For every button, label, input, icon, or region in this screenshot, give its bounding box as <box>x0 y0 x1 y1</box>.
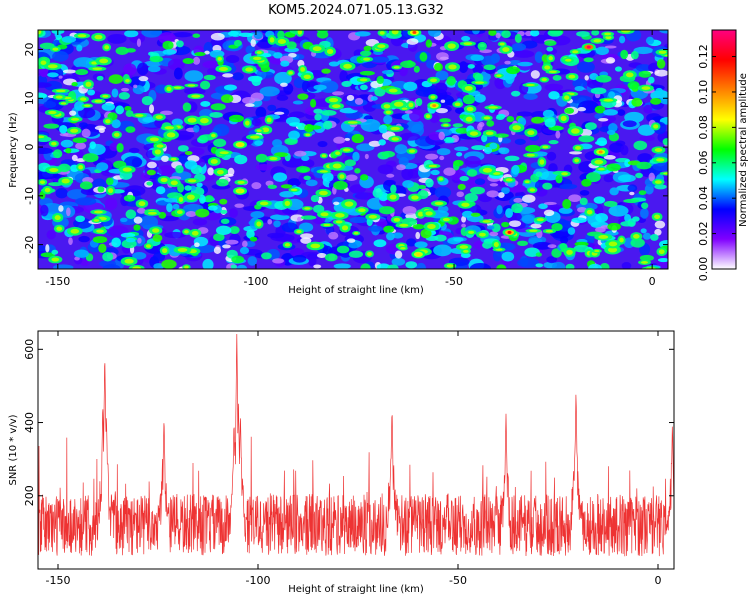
snr-x-tick-label: 0 <box>655 574 662 587</box>
spectrogram-x-tick-label: -100 <box>243 275 268 288</box>
snr-x-tick-label: -150 <box>46 574 71 587</box>
spectrogram-hotspot <box>233 186 248 195</box>
chart-title: KOM5.2024.071.05.13.G32 <box>268 3 444 18</box>
snr-y-tick-label: 600 <box>23 339 36 360</box>
spectrogram-y-ticks: 20 10 0 -10 -20 <box>23 43 668 254</box>
spectrogram-panel: -150 -100 -50 0 20 10 0 -10 -20 Height of strai… <box>8 29 669 296</box>
spectrogram-hotspot <box>407 30 422 37</box>
spectrogram-hotspot <box>427 101 442 110</box>
snr-y-ticks: 200 400 600 <box>23 339 674 506</box>
spectrogram-hotspot <box>411 250 426 259</box>
spectrogram-x-tick-label: 0 <box>649 275 656 288</box>
colorbar-tick-label: 0.08 <box>697 115 710 139</box>
spectrogram-frame <box>37 29 669 270</box>
colorbar-tick-label: 0.12 <box>697 44 710 69</box>
spectrogram-y-tick-label: -10 <box>23 187 36 205</box>
spectrogram-hotspot <box>581 43 596 52</box>
snr-x-tick-label: -100 <box>246 574 271 587</box>
spectrogram-y-tick-label: 10 <box>23 91 36 105</box>
snr-frame <box>37 330 675 570</box>
spectrogram-hotspot <box>233 140 248 149</box>
snr-y-tick-label: 400 <box>23 412 36 433</box>
colorbar-tick-label: 0.06 <box>697 151 710 176</box>
colorbar-label: Normalized spectral amplitude <box>738 73 749 227</box>
snr-y-tick-label: 200 <box>23 485 36 506</box>
snr-x-ticks: -150 -100 -50 0 <box>46 331 662 587</box>
spectrogram-y-axis-label: Frequency (Hz) <box>8 112 19 188</box>
spectrogram-y-tick-label: 0 <box>23 144 36 151</box>
spectrogram-x-tick-label: -150 <box>45 275 70 288</box>
spectrogram-x-axis-label: Height of straight line (km) <box>288 285 424 296</box>
spectrogram-y-tick-label: 20 <box>23 43 36 57</box>
colorbar-tick-label: 0.00 <box>697 257 710 282</box>
snr-x-tick-label: -50 <box>449 574 467 587</box>
colorbar-tick-label: 0.02 <box>697 221 710 246</box>
colorbar-tick-label: 0.10 <box>697 80 710 105</box>
colorbar-tick-label: 0.04 <box>697 186 710 211</box>
snr-y-axis-label: SNR (10 * v/v) <box>8 414 19 485</box>
spectrogram-image <box>38 30 668 269</box>
snr-panel: -150 -100 -50 0 200 400 600 Height of straigh… <box>8 330 675 595</box>
spectrogram-y-tick-label: -20 <box>23 236 36 254</box>
spectrogram-hotspot <box>593 147 608 156</box>
spectrogram-x-ticks: -150 -100 -50 0 <box>45 30 656 288</box>
spectrogram-hotspot <box>502 228 517 237</box>
spectrogram-x-tick-label: -50 <box>445 275 463 288</box>
snr-x-axis-label: Height of straight line (km) <box>288 584 424 595</box>
colorbar-ticks: 0.00 0.02 0.04 0.06 0.08 0.10 0.12 <box>697 44 736 281</box>
colorbar-gradient <box>711 29 737 270</box>
colorbar: 0.00 0.02 0.04 0.06 0.08 0.10 0.12 Normalized … <box>697 29 749 281</box>
snr-series-line <box>38 333 674 557</box>
